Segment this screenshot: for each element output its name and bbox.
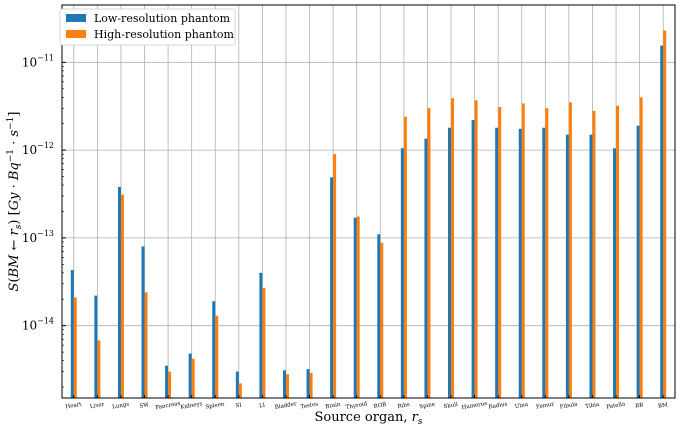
x-tick-label: Pancreas	[155, 401, 181, 411]
bar-low-spleen	[212, 301, 216, 398]
bar-low-pancreas	[165, 365, 169, 398]
bar-low-thyroid	[353, 217, 357, 398]
bar-high-spine	[427, 108, 431, 398]
bar-low-patella	[613, 148, 617, 398]
bar-high-bladder	[285, 374, 289, 398]
bar-high-humerus	[474, 100, 478, 399]
y-ticks: 10−14 10−13 10−12 10−11	[22, 9, 66, 388]
legend-label-low: Low-resolution phantom	[94, 12, 231, 25]
bar-low-skull	[448, 127, 452, 399]
bar-low-humerus	[471, 120, 475, 398]
x-tick-label: Thyroid	[345, 401, 368, 411]
x-tick-label: Spine	[419, 402, 436, 411]
x-axis-label-sub: s	[418, 417, 423, 425]
x-axis-label-var: r	[412, 410, 419, 425]
grid-lines	[62, 5, 675, 398]
x-tick-label: Bladder	[274, 401, 297, 411]
bar-high-patella	[616, 105, 620, 398]
bar-high-femur	[545, 108, 549, 398]
bar-low-bm	[660, 45, 664, 398]
bar-low-rob	[377, 234, 381, 398]
x-tick-label: Patella	[606, 401, 626, 410]
y-tick-label: 10−13	[22, 229, 54, 245]
bar-low-brain	[330, 177, 334, 398]
bar-low-spine	[424, 138, 428, 398]
bar-low-fibula	[565, 134, 569, 399]
legend-box	[59, 8, 236, 46]
x-tick-label: ROB	[373, 402, 387, 410]
bar-high-pancreas	[168, 371, 172, 398]
x-tick-label: LI	[259, 403, 266, 410]
bar-low-radius	[495, 127, 499, 399]
y-tick-label: 10−11	[22, 53, 54, 69]
y-tick-label: 10−12	[22, 141, 54, 157]
x-tick-label: Skull	[443, 402, 458, 410]
x-tick-label: Lungs	[112, 402, 130, 411]
bar-high-sw	[144, 292, 148, 398]
x-tick-label: SI	[235, 403, 242, 410]
bar-high-rob	[380, 242, 384, 398]
bar-high-brain	[333, 154, 337, 398]
bar-high-si	[238, 383, 242, 398]
x-tick-label: Radius	[488, 401, 508, 410]
bar-high-thyroid	[356, 216, 360, 398]
y-tick-label: 10−14	[22, 317, 54, 333]
x-tick-label: Liver	[90, 402, 106, 410]
x-tick-label: Spleen	[205, 401, 225, 410]
legend-swatch-high	[66, 30, 86, 38]
bar-high-tibia	[592, 110, 596, 398]
bar-low-sw	[141, 246, 145, 398]
x-axis-label-main: Source organ,	[314, 410, 411, 425]
bar-low-rb	[636, 125, 640, 399]
x-tick-label: Fibula	[559, 401, 578, 410]
bar-high-spleen	[215, 315, 219, 398]
x-tick-label: Kidneys	[180, 401, 203, 411]
x-tick-label: Ribs	[397, 402, 410, 410]
bar-high-ribs	[403, 116, 407, 399]
bar-low-si	[235, 371, 239, 398]
bar-low-liver	[94, 295, 98, 398]
x-tick-label: SW	[139, 402, 150, 410]
x-tick-label: Humerus	[461, 401, 488, 411]
bar-low-bladder	[282, 370, 286, 398]
bar-low-ribs	[400, 148, 404, 398]
bar-high-skull	[451, 98, 455, 399]
x-tick-label: Testes	[300, 402, 319, 411]
x-tick-label: Ulna	[515, 402, 530, 410]
bar-high-ulna	[521, 103, 525, 399]
bar-low-li	[259, 272, 263, 398]
bar-low-tibia	[589, 134, 593, 399]
x-axis-label: Source organ, rs	[314, 410, 422, 425]
bar-low-kidneys	[188, 353, 192, 398]
bar-high-li	[262, 287, 266, 398]
bar-high-lungs	[120, 194, 124, 398]
y-axis-label: S(BM ← rs) [Gy · Bq−1 · s−1]	[6, 112, 24, 292]
bar-low-femur	[542, 127, 546, 399]
x-tick-label: Brain	[325, 402, 342, 411]
bar-low-testes	[306, 369, 310, 398]
bar-high-liver	[97, 340, 101, 398]
bar-low-heart	[70, 270, 74, 398]
bar-low-ulna	[518, 128, 522, 398]
x-tick-label: RB	[635, 402, 644, 409]
bar-low-lungs	[117, 187, 121, 398]
bar-high-bm	[663, 30, 667, 398]
x-tick-label: Heart	[65, 402, 83, 411]
bar-high-rb	[639, 97, 643, 398]
x-tick-label: Femur	[536, 401, 555, 410]
bar-high-kidneys	[191, 358, 195, 398]
legend-swatch-low	[66, 14, 86, 22]
bar-high-fibula	[568, 102, 572, 398]
bars	[70, 30, 667, 399]
x-tick-label: BM	[658, 402, 669, 410]
bar-high-testes	[309, 372, 313, 398]
bar-high-radius	[498, 106, 502, 399]
bar-high-heart	[73, 297, 77, 398]
plot-frame	[61, 4, 676, 399]
x-ticks: Heart Liver Lungs SW Pancreas Kidneys Spleen SI…	[65, 395, 669, 411]
legend-label-high: High-resolution phantom	[94, 28, 235, 41]
x-tick-label: Tibia	[585, 402, 601, 410]
legend: Low-resolution phantom High-resolution p…	[59, 8, 236, 46]
